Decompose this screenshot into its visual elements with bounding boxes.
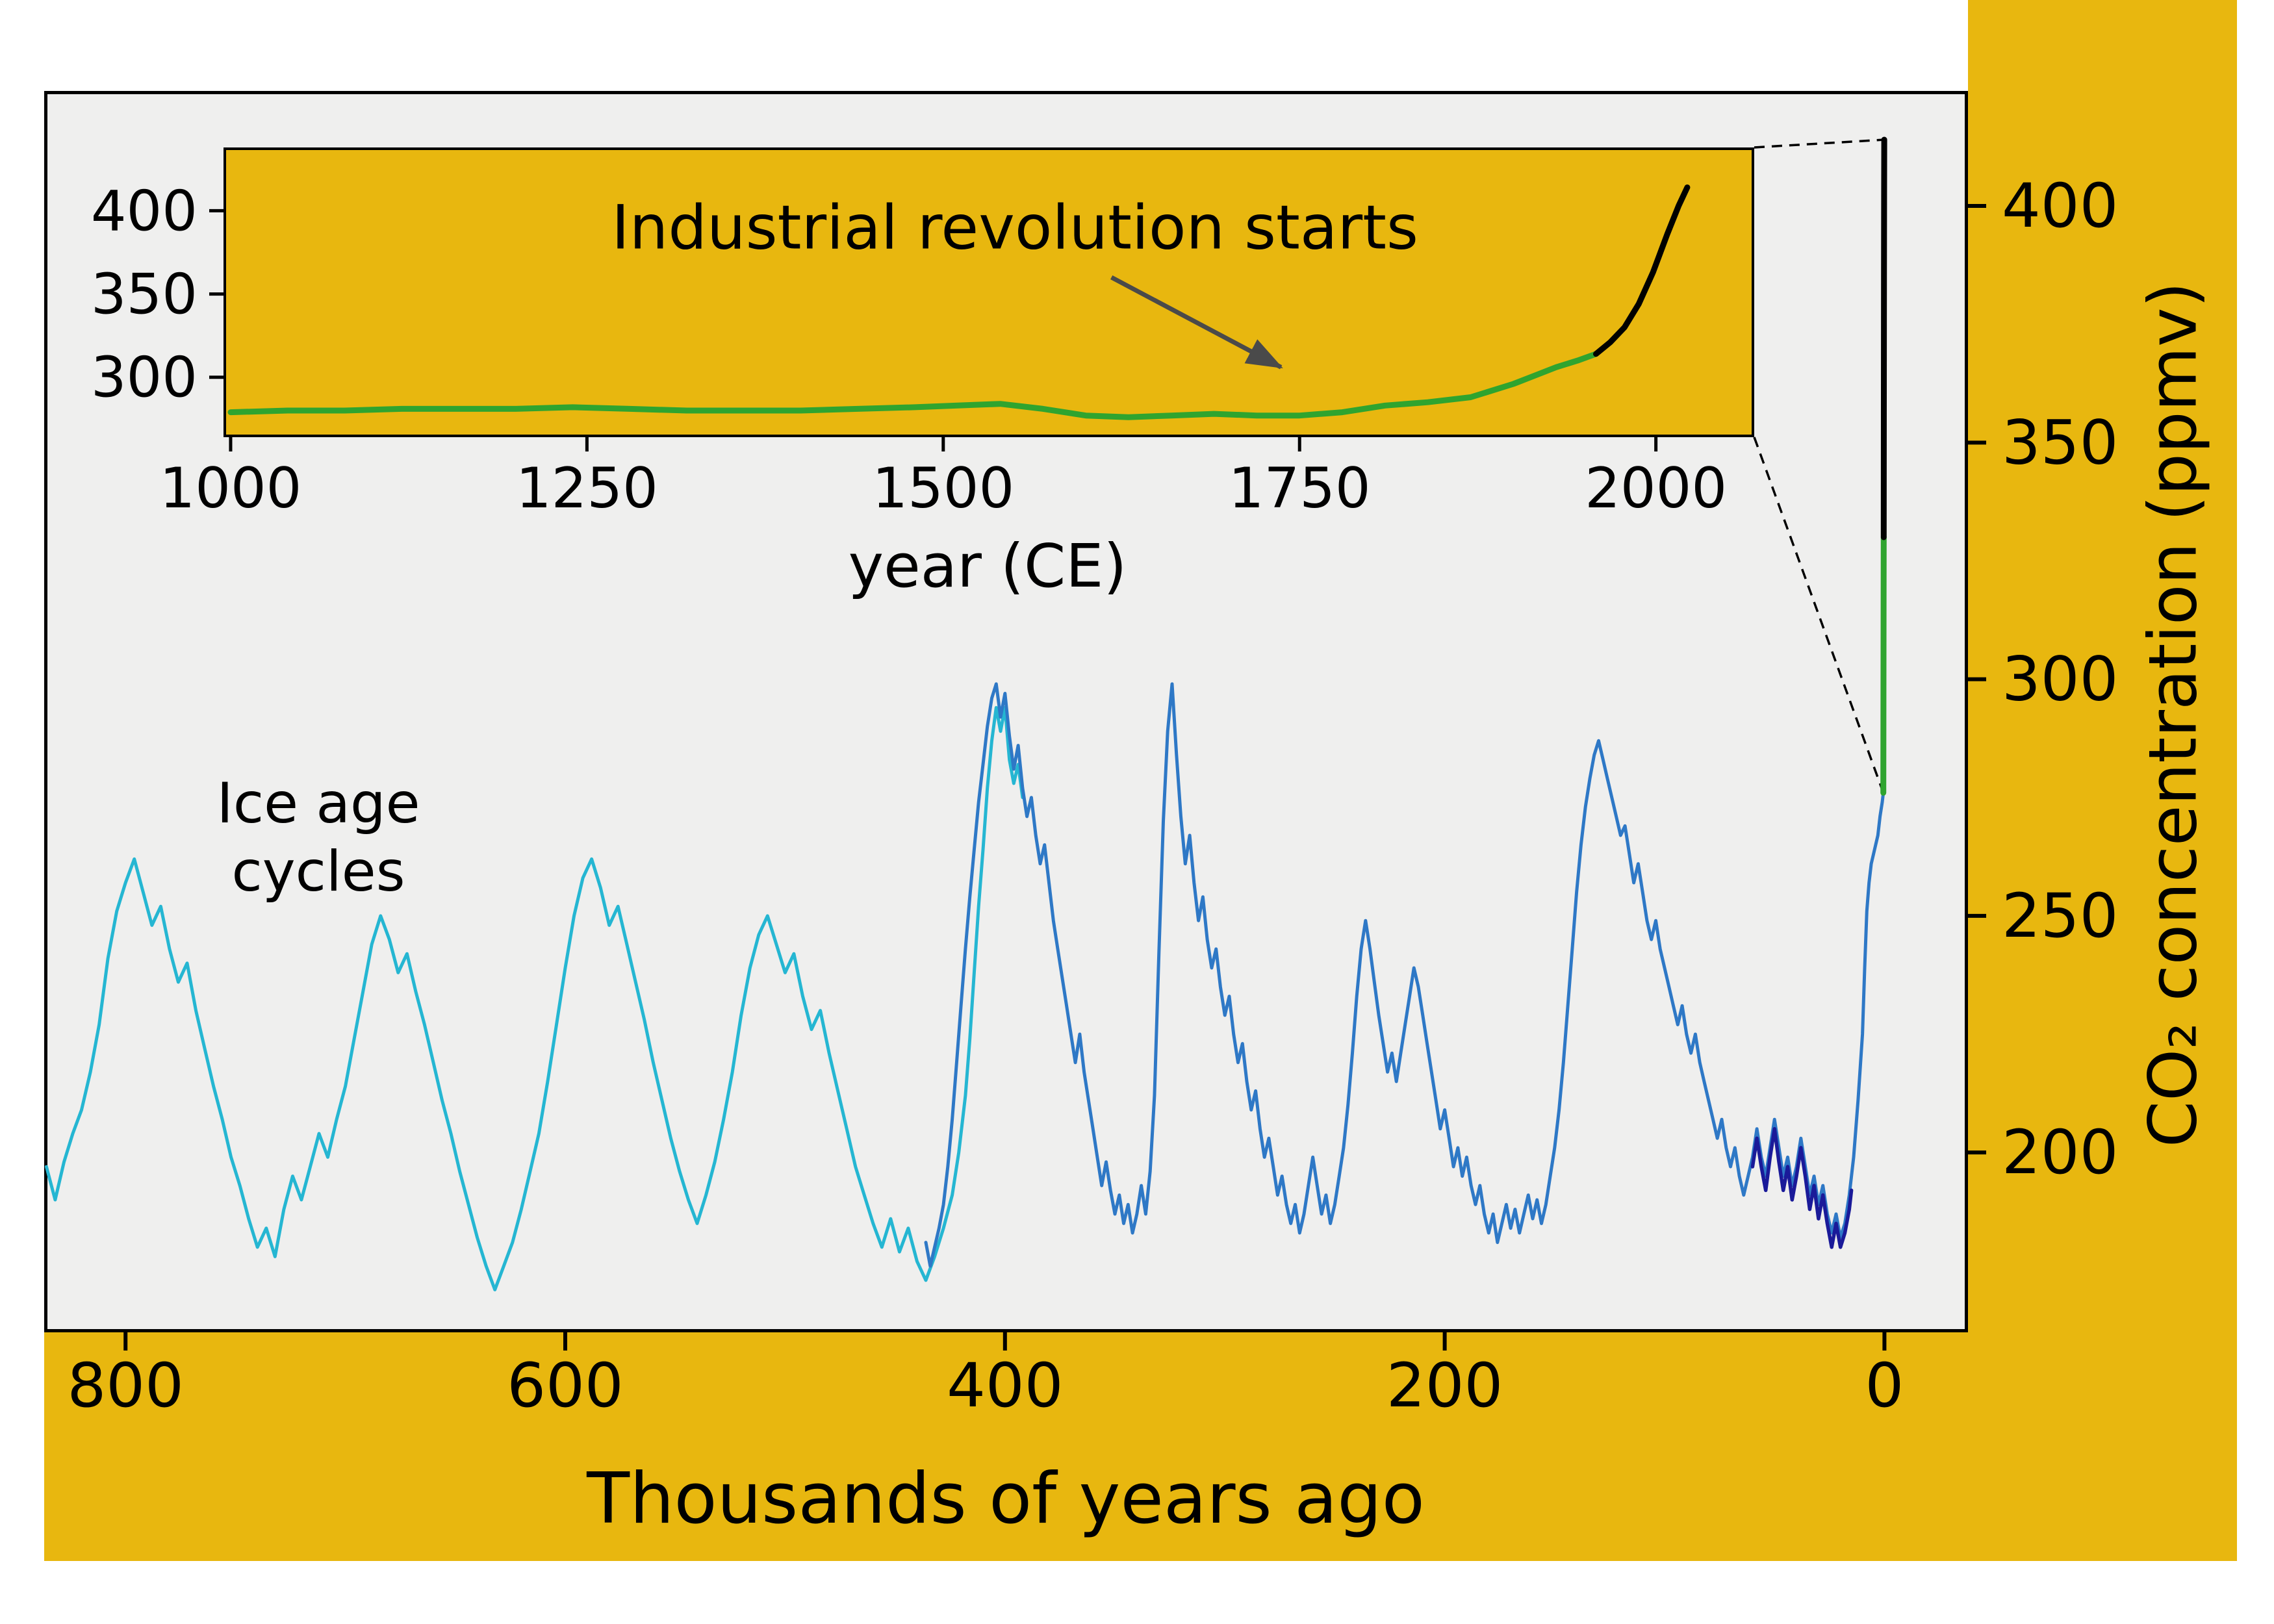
inset-x-tick-label: 1000 [160, 456, 302, 521]
x-tick-label: 400 [947, 1351, 1063, 1421]
inset-y-tick-label: 350 [91, 262, 198, 327]
y-tick-label: 400 [2002, 171, 2118, 242]
y-tick-label: 200 [2002, 1117, 2118, 1188]
industrial-revolution-arrow [1110, 275, 1283, 370]
inset-x-axis-label: year (CE) [848, 531, 1127, 601]
series-ice-core-mid [924, 682, 1885, 1268]
ice-age-cycles-line1: Ice age [216, 771, 420, 836]
x-tick-label: 600 [507, 1351, 623, 1421]
series-ice-core-old [44, 705, 1025, 1291]
inset-x-tick-label: 2000 [1585, 456, 1727, 521]
x-tick-label: 200 [1386, 1351, 1503, 1421]
y-tick-label: 300 [2002, 644, 2118, 715]
ice-age-cycles-label: Ice age cycles [216, 770, 420, 906]
inset-x-tick-label: 1250 [516, 456, 658, 521]
ice-age-cycles-line2: cycles [231, 839, 405, 904]
inset-connector-top [1754, 138, 1885, 149]
y-tick-label: 350 [2002, 407, 2118, 478]
y-axis-label: CO₂ concentration (ppmv) [2134, 281, 2212, 1148]
inset-series-ice-core-green [227, 351, 1599, 420]
gold-band-bottom [44, 1332, 2237, 1561]
y-tick-label: 250 [2002, 881, 2118, 952]
x-axis-label: Thousands of years ago [587, 1458, 1425, 1540]
inset-x-tick-label: 1750 [1229, 456, 1371, 521]
series-ice-core-recent [1750, 1126, 1854, 1249]
inset-x-tick-label: 1500 [872, 456, 1014, 521]
inset-y-tick-label: 300 [91, 346, 198, 411]
industrial-revolution-annotation: Industrial revolution starts [611, 192, 1418, 264]
inset-series-instrumental-black [1593, 184, 1691, 357]
gold-band-right [1968, 0, 2237, 1561]
x-tick-label: 800 [67, 1351, 183, 1421]
x-tick-label: 0 [1865, 1351, 1904, 1421]
inset-connector-bottom [1753, 437, 1885, 794]
inset-y-tick-label: 400 [91, 179, 198, 244]
